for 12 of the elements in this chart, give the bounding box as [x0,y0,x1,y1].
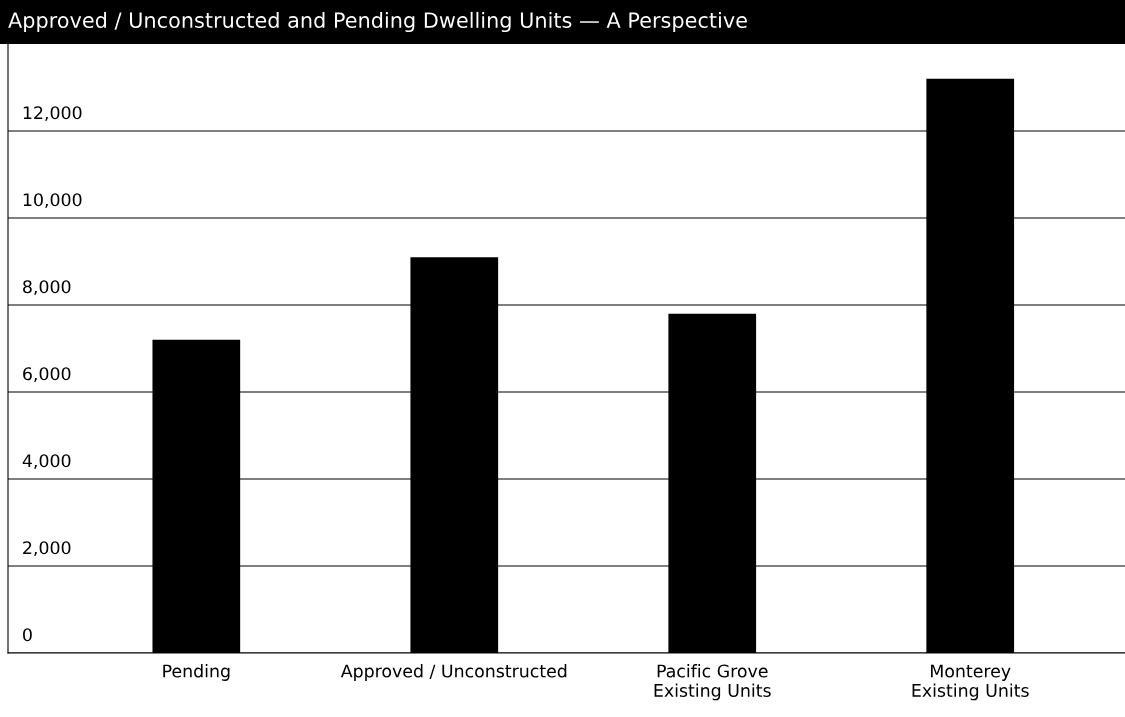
y-tick-label: 6,000 [23,367,71,383]
chart-title: Approved / Unconstructed and Pending Dwelling Units — A Perspective [8,11,747,33]
y-tick-label: 0 [23,628,32,642]
y-tick-label: 12,000 [23,106,82,122]
x-tick-label: Pending [163,664,230,681]
y-tick-label: 10,000 [23,193,82,209]
x-tick-label: Approved / Unconstructed [340,664,567,681]
x-tick-label: Pacific Grove Existing Units [654,664,771,701]
y-tick-label: 4,000 [22,454,71,470]
y-tick-label: 2,000 [23,541,71,557]
x-tick-label: Monterey Existing Units [912,664,1029,701]
y-tick-label: 8,000 [23,280,71,296]
